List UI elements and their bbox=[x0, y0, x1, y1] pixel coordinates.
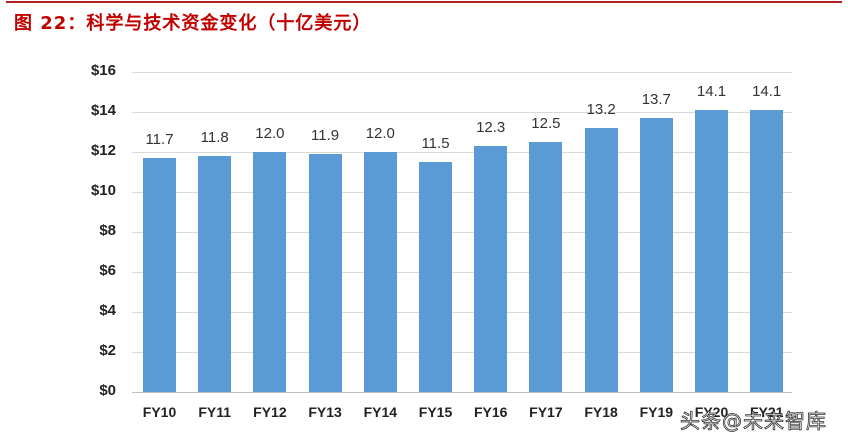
x-tick-label: FY19 bbox=[639, 404, 674, 420]
gridline bbox=[132, 192, 792, 193]
bar-fy19 bbox=[639, 118, 673, 392]
bar-fy11 bbox=[198, 156, 232, 392]
data-label: 12.3 bbox=[476, 119, 506, 136]
y-tick-label: $4 bbox=[99, 302, 116, 319]
y-tick-label: $6 bbox=[99, 262, 116, 279]
y-tick-label: $0 bbox=[99, 382, 116, 399]
x-tick-label: FY16 bbox=[473, 404, 508, 420]
bar-fy12 bbox=[253, 152, 287, 392]
x-tick-label: FY10 bbox=[142, 404, 177, 420]
bar-fy15 bbox=[419, 162, 452, 392]
data-label: 11.5 bbox=[421, 135, 450, 152]
top-rule bbox=[6, 1, 842, 3]
data-label: 11.7 bbox=[145, 131, 174, 148]
y-tick-label: $8 bbox=[99, 222, 116, 239]
gridline bbox=[132, 72, 792, 73]
x-tick-label: FY11 bbox=[198, 404, 232, 420]
gridline bbox=[132, 112, 792, 113]
x-tick-label: FY12 bbox=[253, 404, 287, 420]
x-tick-label: FY18 bbox=[584, 404, 618, 420]
y-tick-label: $12 bbox=[90, 142, 116, 159]
data-label: 11.8 bbox=[200, 129, 229, 146]
data-label: 11.9 bbox=[311, 127, 340, 144]
y-tick-label: $14 bbox=[90, 102, 116, 119]
x-tick-label: FY15 bbox=[418, 404, 453, 420]
bar-fy18 bbox=[584, 128, 618, 392]
bar-fy13 bbox=[308, 154, 342, 392]
bar-fy16 bbox=[474, 146, 508, 392]
x-tick-label: FY13 bbox=[308, 404, 342, 420]
gridline bbox=[132, 232, 792, 233]
bar-fy10 bbox=[143, 158, 176, 392]
x-axis-line bbox=[132, 392, 792, 393]
x-tick-label: FY14 bbox=[363, 404, 398, 420]
x-tick-label: FY20 bbox=[694, 404, 729, 420]
bar-fy14 bbox=[363, 152, 397, 392]
data-label: 14.1 bbox=[752, 83, 782, 100]
data-label: 13.2 bbox=[586, 101, 616, 118]
x-tick-label: FY21 bbox=[749, 404, 784, 420]
figure-title: 图 22：科学与技术资金变化（十亿美元） bbox=[14, 13, 372, 34]
data-label: 14.1 bbox=[696, 83, 727, 100]
watermark: 头条@未来智库 bbox=[680, 409, 827, 434]
gridline bbox=[132, 312, 792, 313]
gridline bbox=[132, 152, 792, 153]
bar-fy17 bbox=[529, 142, 563, 392]
y-tick-label: $2 bbox=[99, 342, 116, 359]
bar-fy20 bbox=[695, 110, 728, 392]
gridline bbox=[132, 272, 792, 273]
data-label: 13.7 bbox=[641, 91, 671, 108]
data-label: 12.5 bbox=[531, 115, 561, 132]
gridline bbox=[132, 352, 792, 353]
data-label: 12.0 bbox=[365, 125, 395, 142]
y-tick-label: $16 bbox=[90, 62, 116, 79]
x-tick-label: FY17 bbox=[529, 404, 563, 420]
y-tick-label: $10 bbox=[90, 182, 116, 199]
bar-fy21 bbox=[750, 110, 784, 392]
data-label: 12.0 bbox=[255, 125, 285, 142]
